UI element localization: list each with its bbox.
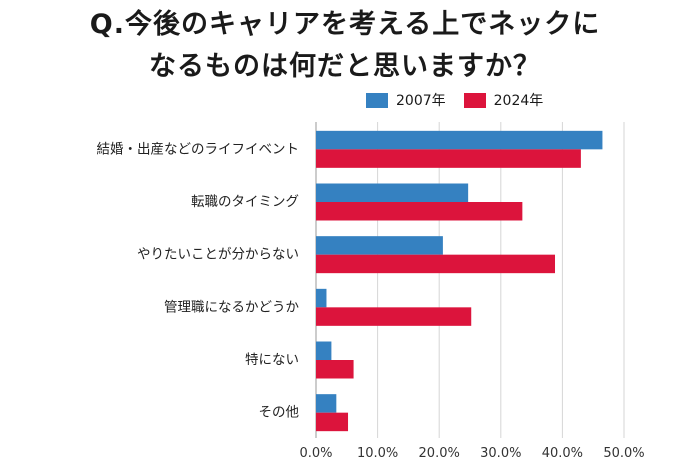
chart-title: Q.今後のキャリアを考える上でネックに なるものは何だと思いますか？ bbox=[0, 4, 690, 88]
legend-label-2007: 2007年 bbox=[396, 93, 446, 109]
category-label-2: やりたいことが分からない bbox=[137, 247, 299, 263]
legend-label-2024: 2024年 bbox=[493, 93, 544, 109]
bar-2007-1 bbox=[316, 183, 469, 202]
bar-2024-0 bbox=[316, 149, 581, 168]
bar-2024-3 bbox=[316, 307, 472, 326]
category-label-3: 管理職になるかどうか bbox=[164, 299, 299, 315]
legend-item-2024: 2024年 bbox=[463, 90, 544, 110]
bar-2007-3 bbox=[316, 288, 327, 308]
bar-2024-1 bbox=[316, 202, 523, 221]
x-tick-label-5: 50.0% bbox=[603, 446, 644, 460]
legend-item-2007: 2007年 bbox=[366, 90, 446, 110]
category-label-4: 特にない bbox=[245, 352, 299, 368]
bar-2024-5 bbox=[316, 412, 349, 432]
bar-2024-4 bbox=[316, 360, 354, 379]
x-tick-label-4: 40.0% bbox=[542, 446, 583, 460]
category-label-5: その他 bbox=[259, 405, 300, 421]
legend-swatch-2024 bbox=[463, 92, 486, 108]
x-tick-label-1: 10.0% bbox=[357, 446, 398, 460]
chart-title-line-2: なるものは何だと思いますか？ bbox=[149, 51, 541, 82]
x-tick-label-0: 0.0% bbox=[299, 446, 332, 460]
bar-2007-2 bbox=[316, 236, 443, 255]
chart-legend: 2007年 2024年 bbox=[366, 90, 561, 110]
legend-swatch-2007 bbox=[366, 92, 388, 108]
bar-2007-0 bbox=[316, 130, 603, 150]
category-label-1: 転職のタイミング bbox=[191, 194, 299, 210]
bar-2024-2 bbox=[316, 254, 556, 274]
bar-2007-5 bbox=[316, 394, 337, 413]
x-tick-label-3: 30.0% bbox=[480, 446, 521, 460]
chart-title-line-1: Q.今後のキャリアを考える上でネックに bbox=[89, 9, 601, 40]
x-tick-label-2: 20.0% bbox=[419, 446, 460, 460]
category-label-0: 結婚・出産などのライフイベント bbox=[97, 141, 300, 157]
bar-2007-4 bbox=[316, 341, 332, 360]
